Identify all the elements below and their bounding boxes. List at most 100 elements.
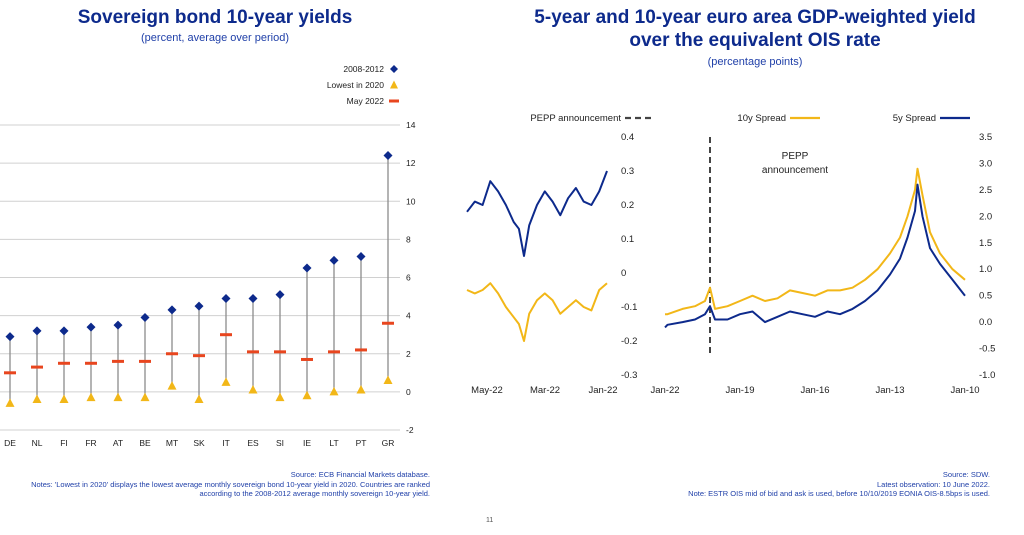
spread-left-y-tick: 1.5 [979, 238, 992, 249]
bond-point-may-2022 [112, 359, 124, 363]
spread-right-y-tick: 0.4 [621, 132, 634, 143]
spread-right-y-tick: 0 [621, 268, 626, 279]
bond-point-lowest-2020 [194, 394, 204, 403]
spread-left-y-tick: -0.5 [979, 344, 995, 355]
bond-point-may-2022 [4, 371, 16, 375]
bond-point-lowest-2020 [302, 390, 312, 400]
spread-legend-label: PEPP announcement [530, 113, 621, 124]
bond-point-lowest-2020 [248, 384, 258, 394]
bond-legend-label: Lowest in 2020 [327, 80, 384, 90]
bond-point-may-2022 [139, 359, 151, 363]
spread-right-y-tick: -0.2 [621, 336, 637, 347]
bond-point-2008-2012 [248, 293, 258, 303]
bond-point-lowest-2020 [221, 377, 231, 386]
bond-y-tick: 12 [406, 158, 416, 168]
bond-point-lowest-2020 [32, 394, 42, 403]
bond-x-label: SK [193, 438, 205, 448]
bond-point-may-2022 [274, 350, 286, 354]
bond-y-tick: -2 [406, 425, 414, 435]
spread-right-x-tick: Jan-22 [588, 385, 617, 396]
spread-left-y-tick: -1.0 [979, 370, 995, 381]
bond-point-may-2022 [382, 321, 394, 325]
spread-chart-subtitle: (percentage points) [707, 56, 803, 68]
spread-note-latest: Latest observation: 10 June 2022. [877, 479, 990, 489]
bond-note-detail: Notes: 'Lowest in 2020' displays the low… [31, 479, 430, 499]
bond-x-label: FR [85, 438, 96, 448]
bond-point-lowest-2020 [5, 398, 15, 407]
bond-y-tick: 2 [406, 349, 411, 359]
bond-point-may-2022 [328, 350, 340, 354]
spread-note-source: Source: SDW. [942, 470, 990, 479]
bond-chart-title: Sovereign bond 10-year yields [77, 7, 353, 28]
page-number: 11 [486, 517, 494, 524]
spread-legend-label: 10y Spread [737, 113, 786, 124]
bond-x-label: ES [247, 438, 259, 448]
bond-x-label: SI [276, 438, 284, 448]
bond-point-2008-2012 [275, 290, 285, 300]
bond-x-label: GR [382, 438, 395, 448]
spread-chart-notes: Source: SDW. Latest observation: 10 June… [560, 470, 990, 499]
bond-x-label: IT [222, 438, 230, 448]
bond-point-lowest-2020 [356, 384, 366, 394]
bond-point-may-2022 [220, 333, 232, 337]
bond-x-label: PT [356, 438, 367, 448]
bond-point-lowest-2020 [59, 394, 69, 403]
bond-x-label: IE [303, 438, 311, 448]
bond-point-2008-2012 [59, 326, 69, 336]
bond-legend-diamond-icon [390, 65, 398, 73]
bond-point-may-2022 [355, 348, 367, 352]
bond-y-tick: 0 [406, 387, 411, 397]
bond-point-2008-2012 [86, 322, 96, 332]
spread-right-y-tick: 0.2 [621, 200, 634, 211]
spread-right-series-10y-spread [466, 282, 608, 342]
spread-left-x-tick: Jan-13 [875, 385, 904, 396]
spread-left-y-tick: 2.5 [979, 185, 992, 196]
spread-left-x-tick: Jan-10 [950, 385, 979, 396]
bond-legend-dash-icon [389, 99, 399, 103]
bond-x-label: LT [329, 438, 338, 448]
bond-chart-subtitle: (percent, average over period) [141, 32, 289, 44]
bond-point-lowest-2020 [329, 386, 339, 396]
spread-left-y-tick: 3.5 [979, 132, 992, 143]
bond-point-2008-2012 [32, 326, 42, 336]
spread-legend-label: 5y Spread [893, 113, 936, 124]
bond-point-may-2022 [301, 357, 313, 361]
bond-y-tick: 14 [406, 120, 416, 130]
bond-point-may-2022 [85, 361, 97, 365]
bond-point-lowest-2020 [140, 392, 150, 402]
spread-left-x-tick: Jan-19 [725, 385, 754, 396]
spread-left-series-10y-spread [665, 167, 966, 316]
bond-note-source: Source: ECB Financial Markets database. [290, 470, 430, 479]
bond-point-2008-2012 [221, 293, 231, 303]
bond-point-lowest-2020 [167, 381, 177, 390]
bond-point-lowest-2020 [275, 392, 285, 402]
spread-left-y-tick: 3.0 [979, 158, 992, 169]
bond-point-2008-2012 [113, 320, 123, 330]
bond-y-tick: 4 [406, 311, 411, 321]
bond-point-may-2022 [31, 365, 43, 369]
spread-chart-title: 5-year and 10-year euro area GDP-weighte… [534, 7, 976, 51]
bond-point-may-2022 [166, 352, 178, 356]
bond-y-tick: 8 [406, 234, 411, 244]
spread-left-y-tick: 0.0 [979, 317, 992, 328]
bond-point-may-2022 [247, 350, 259, 354]
spread-right-y-tick: 0.3 [621, 166, 634, 177]
bond-x-label: MT [166, 438, 178, 448]
bond-x-label: FI [60, 438, 68, 448]
bond-chart-notes: Source: ECB Financial Markets database. … [20, 470, 430, 499]
spread-left-x-tick: Jan-22 [650, 385, 679, 396]
spread-right-x-tick: Mar-22 [530, 385, 560, 396]
bond-x-label: DE [4, 438, 16, 448]
bond-point-2008-2012 [383, 151, 393, 160]
spread-right-x-tick: May-22 [471, 385, 503, 396]
spread-right-series-5y-spread [466, 170, 608, 257]
bond-point-lowest-2020 [113, 392, 123, 402]
spread-left-series-5y-spread [664, 183, 966, 329]
bond-x-label: NL [32, 438, 43, 448]
spread-left-y-tick: 1.0 [979, 264, 992, 275]
bond-point-2008-2012 [356, 252, 366, 262]
spread-right-y-tick: 0.1 [621, 234, 634, 245]
bond-legend-label: 2008-2012 [343, 64, 384, 74]
spread-right-y-tick: -0.3 [621, 370, 637, 381]
bond-point-2008-2012 [194, 301, 204, 311]
